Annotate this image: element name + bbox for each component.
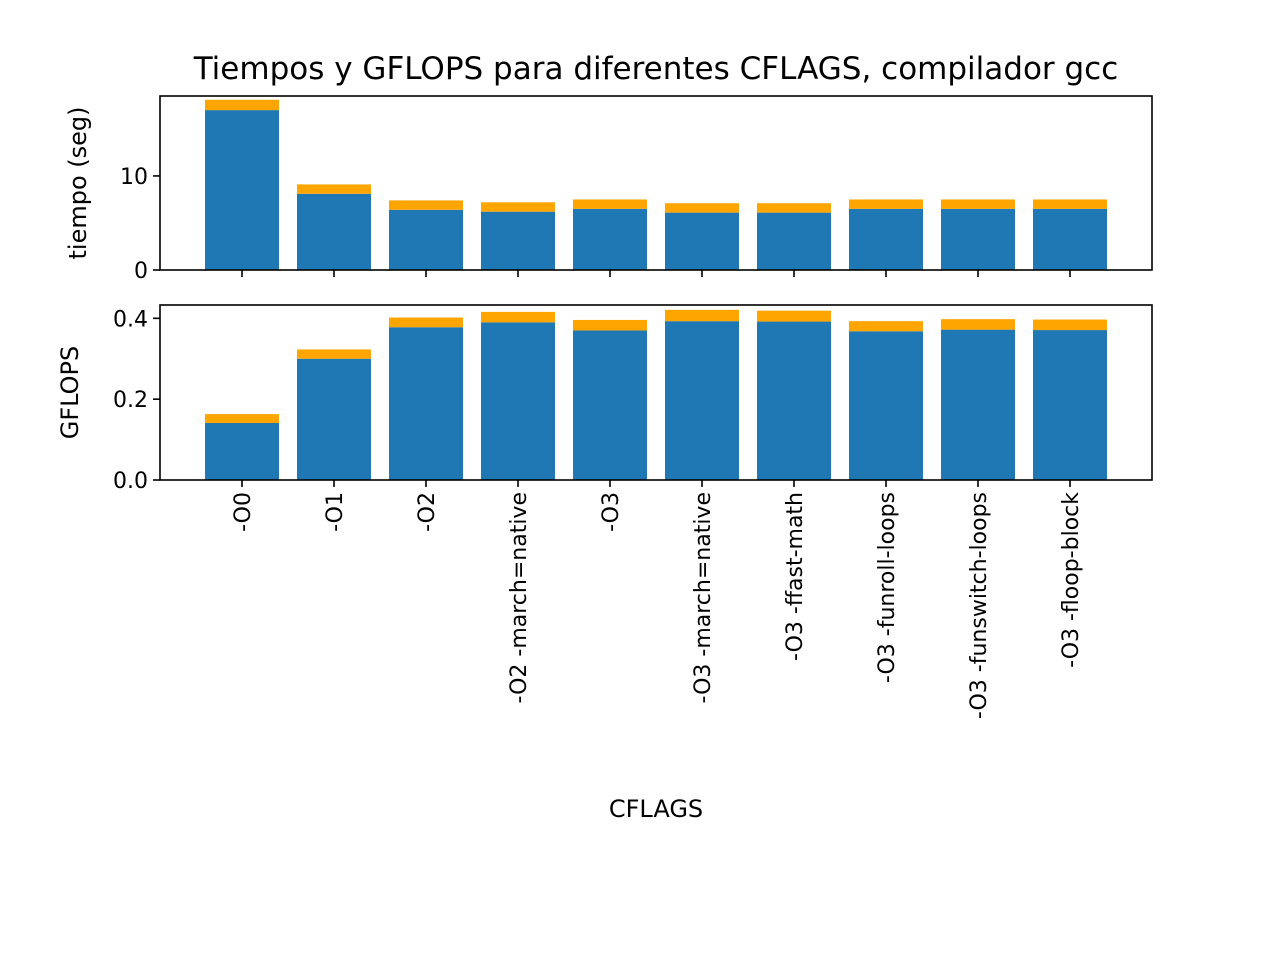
- axes-frame: [159, 95, 1153, 271]
- gflops-bar-top-4: [573, 319, 647, 331]
- tiempo-bar-top-9: [1033, 199, 1107, 209]
- gflops-bar-base-7: [849, 331, 923, 480]
- gflops-bar-base-4: [573, 330, 647, 480]
- y-tick-label: 0.0: [113, 469, 148, 494]
- gflops-bar-top-3: [481, 311, 555, 323]
- y-tick-label: 0.2: [113, 388, 148, 413]
- tiempo-bar-base-9: [1033, 208, 1107, 270]
- tiempo-bar-base-8: [941, 208, 1015, 270]
- x-tick-label: -O3 -funswitch-loops: [967, 492, 992, 719]
- x-tick-label: -O3: [599, 492, 624, 532]
- tiempo-bar-top-2: [389, 200, 463, 210]
- y-tick-label: 0: [134, 259, 148, 284]
- gflops-bar-top-5: [665, 309, 739, 322]
- gflops-bar-top-0: [205, 414, 279, 424]
- x-tick-labels: -O0 -O1 -O2 -O2 -march=native -O3 -O3 -march=…: [231, 492, 1084, 719]
- y-tick-label: 10: [120, 165, 148, 190]
- tiempo-bar-base-6: [757, 212, 831, 270]
- gflops-bar-base-3: [481, 322, 555, 480]
- gflops-bar-top-1: [297, 349, 371, 359]
- chart-title: Tiempos y GFLOPS para diferentes CFLAGS,…: [193, 51, 1119, 87]
- gflops-bar-top-9: [1033, 319, 1107, 331]
- tiempo-bar-top-5: [665, 203, 739, 213]
- axes-frame: [159, 304, 1153, 481]
- gflops-bar-top-6: [757, 310, 831, 322]
- tiempo-bar-top-3: [481, 202, 555, 212]
- x-axis-label: CFLAGS: [609, 795, 703, 823]
- x-tick-label: -O3 -ffast-math: [783, 492, 808, 661]
- tiempo-bar-top-4: [573, 199, 647, 209]
- x-tick-label: -O2: [415, 492, 440, 532]
- tiempo-bar-base-4: [573, 208, 647, 270]
- gflops-bar-base-5: [665, 321, 739, 480]
- x-tick-label: -O3 -march=native: [691, 492, 716, 703]
- gflops-bar-top-7: [849, 321, 923, 332]
- gflops-panel: 0.0 0.2 0.4 GFLOPS: [56, 304, 1153, 494]
- gflops-bar-base-9: [1033, 330, 1107, 480]
- gflops-bar-base-6: [757, 321, 831, 480]
- x-tick-label: -O2 -march=native: [507, 492, 532, 703]
- timing-panel: 0 10 tiempo (seg): [64, 95, 1153, 284]
- gflops-bar-base-2: [389, 327, 463, 480]
- gflops-bar-top-8: [941, 319, 1015, 330]
- tiempo-bar-base-5: [665, 212, 739, 270]
- tiempo-bar-top-8: [941, 199, 1015, 209]
- gflops-axis-label: GFLOPS: [56, 346, 84, 440]
- tiempo-bar-base-1: [297, 193, 371, 270]
- tiempo-bar-base-2: [389, 209, 463, 270]
- tiempo-bar-top-0: [205, 99, 279, 111]
- gflops-bar-base-8: [941, 329, 1015, 480]
- x-tick-label: -O0: [231, 492, 256, 532]
- tiempo-bar-top-7: [849, 199, 923, 209]
- tiempo-bar-top-6: [757, 203, 831, 213]
- x-tick-label: -O3 -floop-block: [1059, 492, 1084, 668]
- x-tick-label: -O3 -funroll-loops: [875, 492, 900, 683]
- tiempo-bar-base-3: [481, 211, 555, 270]
- gflops-bar-base-1: [297, 358, 371, 480]
- gflops-bar-top-2: [389, 317, 463, 328]
- tiempo-axis-label: tiempo (seg): [64, 107, 92, 260]
- x-tick-label: -O1: [323, 492, 348, 532]
- y-tick-label: 0.4: [113, 307, 148, 332]
- tiempo-bar-base-0: [205, 110, 279, 270]
- tiempo-bar-top-1: [297, 184, 371, 194]
- gflops-bar-base-0: [205, 423, 279, 480]
- tiempo-bar-base-7: [849, 208, 923, 270]
